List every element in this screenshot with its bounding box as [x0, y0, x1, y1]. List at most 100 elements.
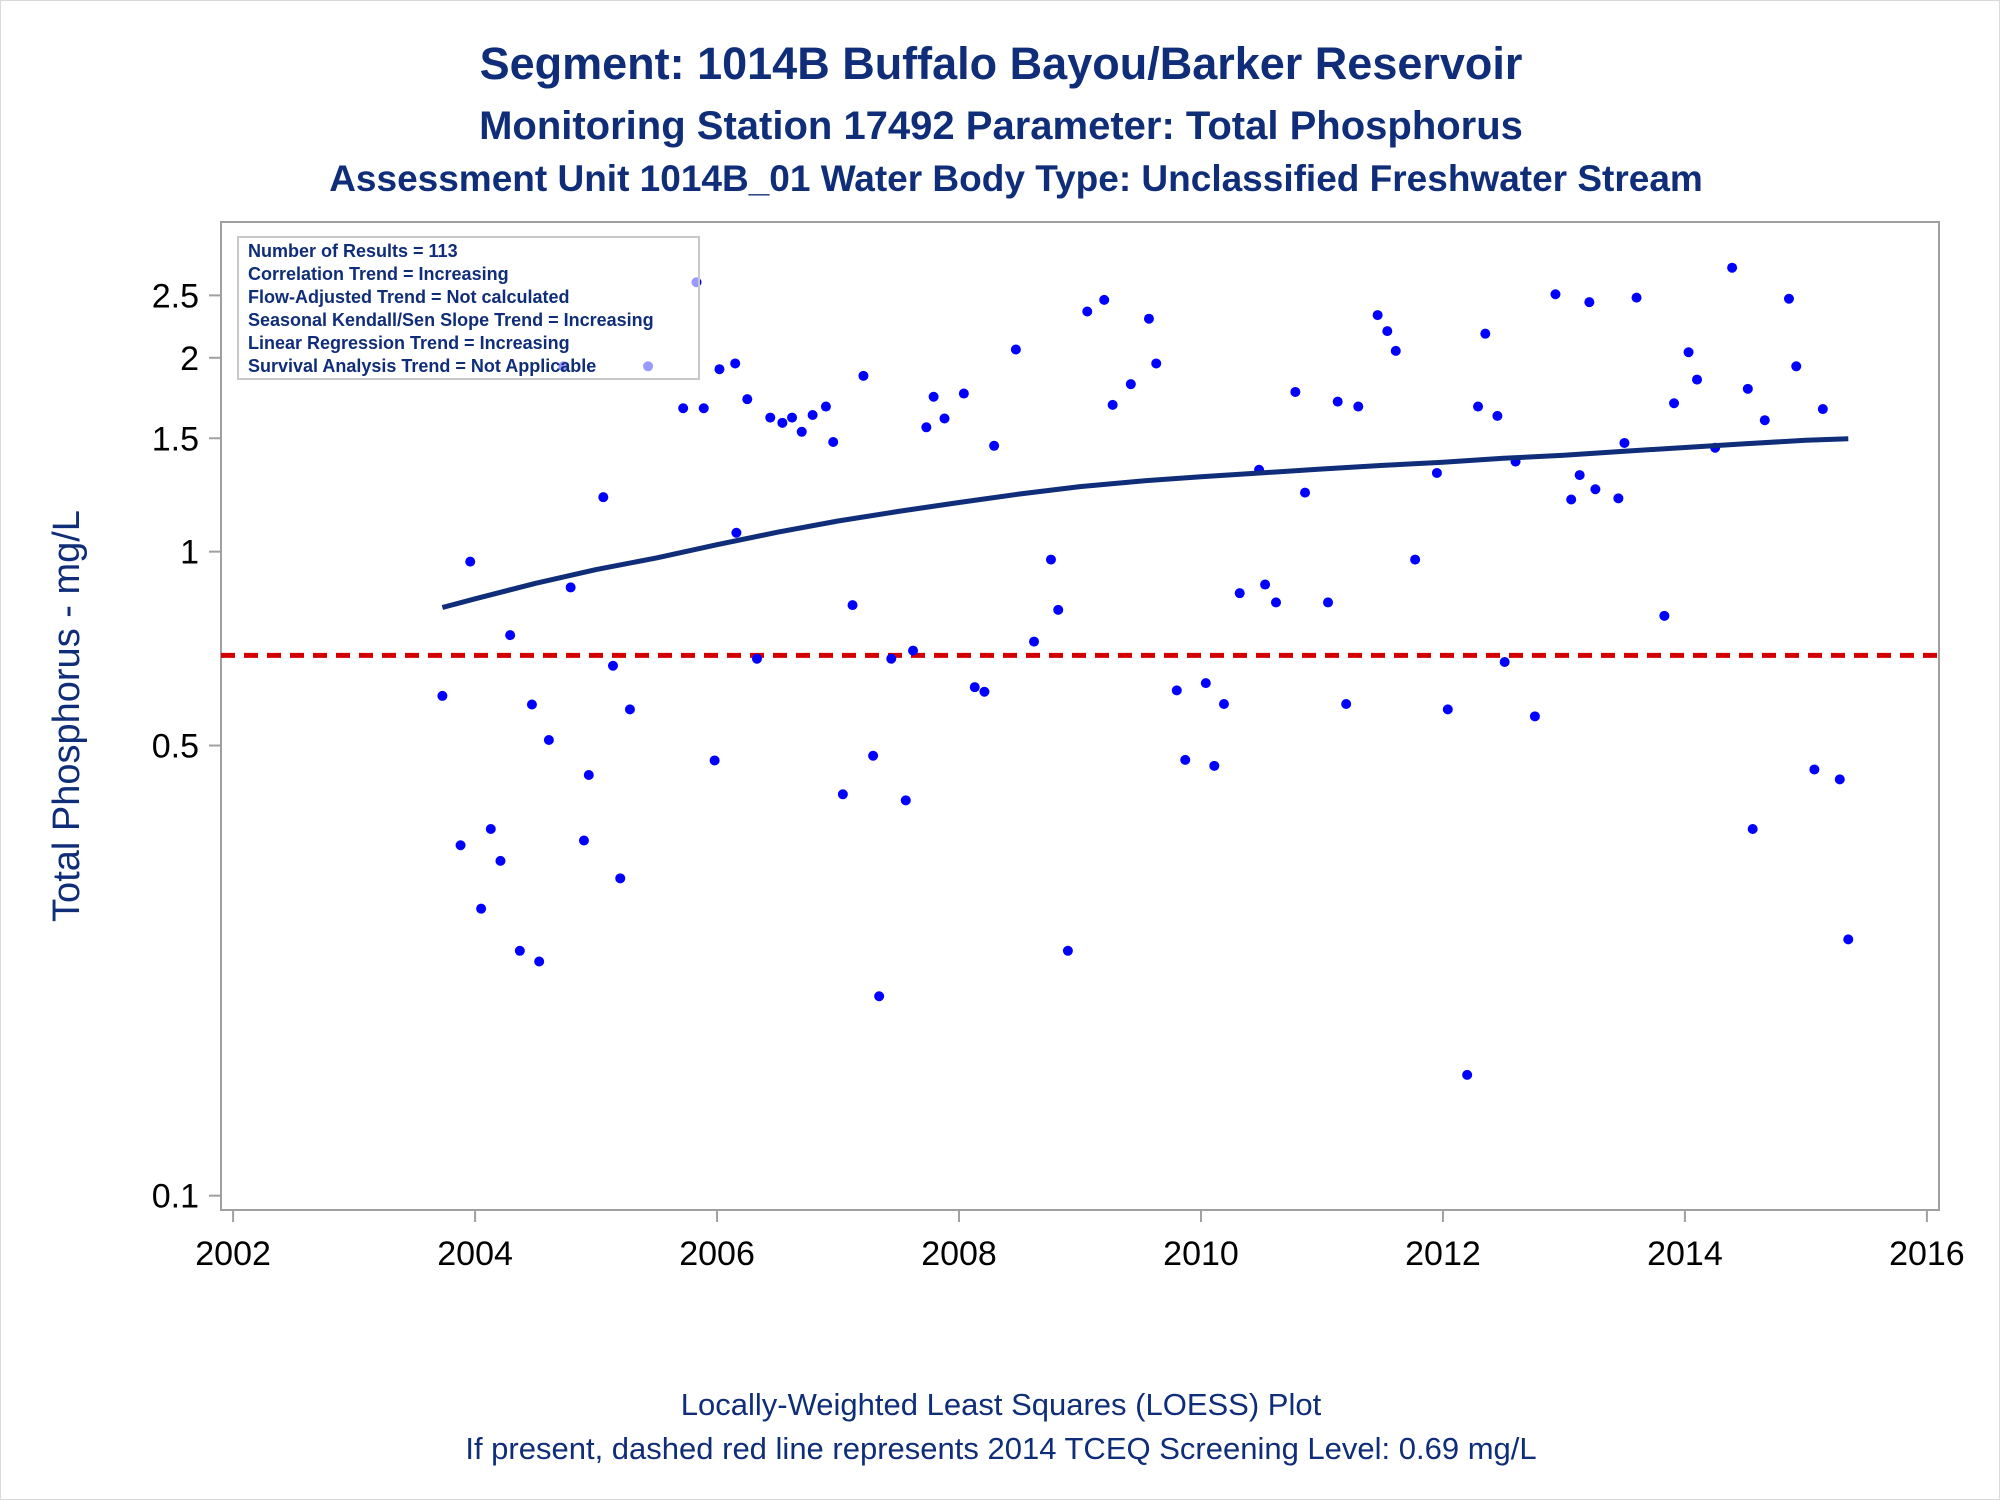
- data-point: [598, 492, 609, 503]
- data-point: [1045, 554, 1056, 565]
- data-point: [1107, 399, 1118, 410]
- data-point: [1180, 754, 1191, 765]
- data-point: [1566, 494, 1577, 505]
- x-tick-label: 2008: [921, 1235, 997, 1273]
- data-point: [455, 840, 466, 851]
- data-point: [1747, 823, 1758, 834]
- chart-subtitle-2: Assessment Unit 1014B_01 Water Body Type…: [329, 158, 1703, 199]
- data-point: [615, 873, 626, 884]
- data-point: [1062, 945, 1073, 956]
- data-point: [714, 364, 725, 375]
- data-point: [921, 422, 932, 433]
- data-point: [1353, 401, 1364, 412]
- data-point: [1143, 313, 1154, 324]
- stats-legend-box: [237, 236, 700, 380]
- data-point: [787, 412, 798, 423]
- data-point: [1270, 597, 1281, 608]
- data-point: [1783, 293, 1794, 304]
- x-tick-label: 2006: [679, 1235, 755, 1273]
- data-point: [526, 699, 537, 710]
- data-point: [1151, 358, 1162, 369]
- data-point: [437, 690, 448, 701]
- data-point: [1260, 579, 1271, 590]
- y-tick-label: 2.5: [152, 277, 199, 315]
- data-point: [1473, 401, 1484, 412]
- data-point: [1125, 379, 1136, 390]
- data-point: [1492, 410, 1503, 421]
- data-point: [1809, 764, 1820, 775]
- data-point: [485, 823, 496, 834]
- data-point: [465, 556, 476, 567]
- data-point: [1574, 470, 1585, 481]
- y-tick-label: 2: [180, 340, 199, 378]
- y-tick-label: 0.1: [152, 1178, 199, 1216]
- data-point: [828, 437, 839, 448]
- data-point: [1834, 774, 1845, 785]
- data-point: [1683, 347, 1694, 358]
- data-point: [928, 391, 939, 402]
- chart-subtitle: Monitoring Station 17492 Parameter: Tota…: [479, 104, 1523, 148]
- data-point: [607, 660, 618, 671]
- data-point: [1619, 437, 1630, 448]
- data-point: [1171, 685, 1182, 696]
- data-point: [1817, 404, 1828, 415]
- data-point: [958, 388, 969, 399]
- y-tick-label: 1: [180, 534, 199, 572]
- data-point: [1431, 467, 1442, 478]
- data-point: [1010, 344, 1021, 355]
- data-point: [969, 682, 980, 693]
- data-point: [1200, 678, 1211, 689]
- data-point: [1613, 493, 1624, 504]
- data-point: [1659, 610, 1670, 621]
- chart-title: Segment: 1014B Buffalo Bayou/Barker Rese…: [480, 38, 1523, 89]
- data-point: [476, 903, 487, 914]
- stats-line: Survival Analysis Trend = Not Applicable: [248, 356, 596, 376]
- data-point: [1499, 656, 1510, 667]
- data-point: [1727, 262, 1738, 273]
- x-tick-label: 2004: [437, 1235, 513, 1273]
- data-point: [837, 789, 848, 800]
- data-point: [820, 401, 831, 412]
- data-point: [1082, 306, 1093, 317]
- data-point: [1480, 328, 1491, 339]
- data-point: [1029, 636, 1040, 647]
- data-point: [1053, 604, 1064, 615]
- data-point: [1372, 310, 1383, 321]
- data-point: [1590, 484, 1601, 495]
- x-tick-label: 2010: [1163, 1235, 1239, 1273]
- stats-line: Correlation Trend = Increasing: [248, 264, 509, 284]
- data-point: [1692, 374, 1703, 385]
- data-point: [495, 855, 506, 866]
- stats-line: Seasonal Kendall/Sen Slope Trend = Incre…: [248, 310, 654, 330]
- data-point: [807, 410, 818, 421]
- data-point: [989, 440, 1000, 451]
- data-point: [1234, 588, 1245, 599]
- data-point: [1631, 292, 1642, 303]
- data-point: [858, 370, 869, 381]
- data-point: [751, 653, 762, 664]
- data-point: [1550, 289, 1561, 300]
- data-point: [1529, 711, 1540, 722]
- scatter-series: [437, 262, 1854, 1080]
- data-point: [939, 413, 950, 424]
- data-point: [565, 582, 576, 593]
- data-point: [1218, 699, 1229, 710]
- stats-legend-lines: Number of Results = 113 Correlation Trend…: [248, 241, 654, 376]
- data-point: [505, 630, 516, 641]
- data-point: [731, 527, 742, 538]
- y-axis: 0.1 0.5 1 1.5 2 2.5: [152, 277, 221, 1216]
- data-point: [698, 403, 709, 414]
- stats-line: Linear Regression Trend = Increasing: [248, 333, 570, 353]
- data-point: [886, 653, 897, 664]
- data-point: [543, 734, 554, 745]
- data-point: [1290, 386, 1301, 397]
- data-point: [578, 835, 589, 846]
- loess-trend-line: [441, 436, 1849, 610]
- data-point: [1332, 396, 1343, 407]
- data-point: [1323, 597, 1334, 608]
- data-point: [624, 704, 635, 715]
- data-point: [1759, 415, 1770, 426]
- data-point: [979, 686, 990, 697]
- data-point: [678, 403, 689, 414]
- data-point: [583, 769, 594, 780]
